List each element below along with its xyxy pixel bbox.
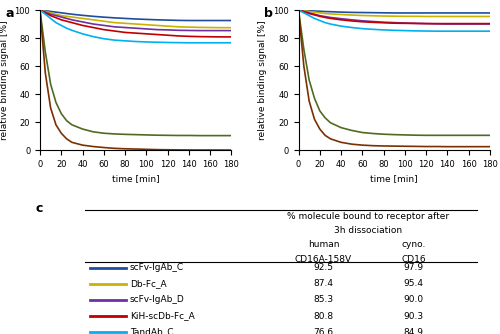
Text: 90.0: 90.0 — [404, 296, 423, 305]
Text: KiH-scDb-Fc_A: KiH-scDb-Fc_A — [130, 312, 195, 321]
Text: % molecule bound to receptor after: % molecule bound to receptor after — [288, 212, 450, 221]
X-axis label: time [min]: time [min] — [112, 174, 160, 183]
Text: 85.3: 85.3 — [314, 296, 334, 305]
Text: 97.9: 97.9 — [404, 263, 423, 272]
Text: b: b — [264, 7, 273, 20]
Text: 3h dissociation: 3h dissociation — [334, 226, 402, 235]
Y-axis label: relative binding signal [%]: relative binding signal [%] — [258, 20, 268, 140]
Text: 87.4: 87.4 — [314, 279, 334, 288]
Text: a: a — [6, 7, 14, 20]
Text: scFv-IgAb_D: scFv-IgAb_D — [130, 296, 185, 305]
Text: Db-Fc_A: Db-Fc_A — [130, 279, 166, 288]
X-axis label: time [min]: time [min] — [370, 174, 418, 183]
Text: scFv-IgAb_C: scFv-IgAb_C — [130, 263, 184, 272]
Text: CD16A-158V: CD16A-158V — [295, 255, 352, 264]
Text: 80.8: 80.8 — [314, 312, 334, 321]
Text: CD16: CD16 — [401, 255, 426, 264]
Text: 84.9: 84.9 — [404, 328, 423, 334]
Text: cyno.: cyno. — [402, 240, 425, 249]
Text: TandAb_C: TandAb_C — [130, 328, 174, 334]
Text: 92.5: 92.5 — [314, 263, 334, 272]
Text: human: human — [308, 240, 339, 249]
Text: c: c — [36, 202, 43, 215]
Text: 90.3: 90.3 — [404, 312, 423, 321]
Text: 95.4: 95.4 — [404, 279, 423, 288]
Y-axis label: relative binding signal [%]: relative binding signal [%] — [0, 20, 9, 140]
Text: 76.6: 76.6 — [314, 328, 334, 334]
